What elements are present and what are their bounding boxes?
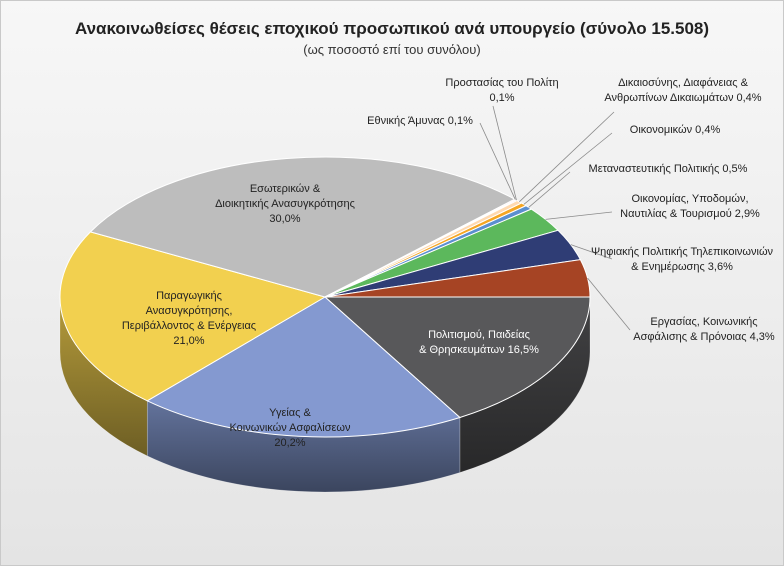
leader-line-6 xyxy=(519,111,615,203)
slice-label-11: Εργασίας, Κοινωνικής Ασφάλισης & Πρόνοιας… xyxy=(633,316,775,343)
leader-line-4 xyxy=(479,122,516,200)
leader-line-9 xyxy=(545,211,613,220)
slice-label-1: Υγείας & Κοινωνικών Ασφαλίσεων 20,2% xyxy=(229,407,351,449)
slice-label-10: Ψηφιακής Πολιτικής Τηλεπικοινωνιών & Ενημ… xyxy=(591,246,774,273)
slice-label-2: Παραγωγικής Ανασυγκρότησης, Περιβάλλοντος … xyxy=(122,290,256,347)
pie-slice-0 xyxy=(323,296,591,419)
leader-line-7 xyxy=(523,132,613,205)
leader-line-10 xyxy=(570,244,613,260)
slice-label-8: Μεταναστευτικής Πολιτικής 0,5% xyxy=(589,163,748,175)
chart-title: Ανακοινωθείσες θέσεις εποχικού προσωπικο… xyxy=(74,19,710,38)
leader-line-5 xyxy=(492,105,517,201)
slice-label-9: Οικονομίας, Υποδομών, Ναυτιλίας & Τουρισμ… xyxy=(620,193,760,220)
leader-line-8 xyxy=(528,171,571,208)
pie-slice-3 xyxy=(89,156,516,298)
chart-subtitle: (ως ποσοστό επί του συνόλου) xyxy=(303,42,481,57)
pie-slice-1 xyxy=(146,296,461,438)
slice-label-3: Εσωτερικών & Διοικητικής Ανασυγκρότησης 30… xyxy=(215,183,355,225)
slice-label-6: Δικαιοσύνης, Διαφάνειας & Ανθρωπίνων Δικα… xyxy=(604,77,761,104)
slice-label-5: Προστασίας του Πολίτη 0,1% xyxy=(445,77,558,104)
slice-label-4: Εθνικής Άμυνας 0,1% xyxy=(367,115,473,127)
slice-label-7: Οικονομικών 0,4% xyxy=(630,124,721,136)
leader-line-11 xyxy=(587,277,631,331)
slice-label-0: Πολιτισμού, Παιδείας & Θρησκευμάτων 16,5% xyxy=(419,329,539,356)
pie-slice-2 xyxy=(59,231,327,402)
